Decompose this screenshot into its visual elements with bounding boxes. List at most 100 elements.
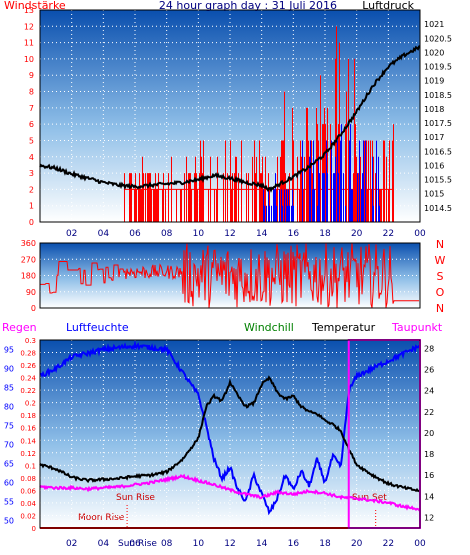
annotation-moonrise: Moon Rise <box>78 513 125 523</box>
climate-x-tick-label: 04 <box>98 539 110 549</box>
wind-x-tick-label: 14 <box>256 229 268 239</box>
annotation-sunset: Sun Set <box>352 493 387 503</box>
rain-tick-label: 0.04 <box>20 500 36 508</box>
label-regen: Regen <box>2 321 37 334</box>
rain-tick-label: 0.16 <box>20 425 36 433</box>
pressure-tick-label: 1020 <box>424 48 444 57</box>
temperature-line <box>39 375 421 493</box>
rain-tick-label: 0.08 <box>20 475 36 483</box>
temperature-tick-label: 24 <box>424 387 434 396</box>
wind-tick-label: 5 <box>29 136 34 145</box>
temperature-tick-label: 18 <box>424 450 434 459</box>
rain-tick-label: 0.26 <box>20 362 36 370</box>
wind-tick-label: 1 <box>29 202 34 211</box>
pressure-tick-label: 1016 <box>424 161 444 170</box>
compass-o: O <box>436 286 445 299</box>
direction-tick-label: 270 <box>21 255 36 264</box>
compass-n-top: N <box>436 238 444 251</box>
wind-tick-label: 9 <box>29 71 34 80</box>
direction-panel-frame <box>39 242 421 309</box>
pressure-tick-label: 1015.5 <box>424 176 452 185</box>
pressure-line <box>39 45 421 193</box>
climate-x-tick-label: 18 <box>319 539 331 549</box>
compass-n-bottom: N <box>436 302 444 315</box>
humidity-tick-label: 75 <box>4 421 14 430</box>
wind-x-tick-label: 18 <box>319 229 331 239</box>
wind-x-tick-label: 04 <box>98 229 110 239</box>
wind-average-bars <box>263 124 380 222</box>
wind-tick-label: 2 <box>29 185 34 194</box>
annotation-sunrise: Sun Rise <box>116 493 155 503</box>
rain-tick-label: 0.3 <box>25 337 36 345</box>
temperature-tick-label: 28 <box>424 344 434 353</box>
humidity-tick-label: 65 <box>4 459 14 468</box>
climate-x-tick-label: 22 <box>383 539 394 549</box>
wind-x-tick-label: 02 <box>66 229 77 239</box>
climate-x-tick-label: 06 <box>129 539 141 549</box>
axis-annotation-sunrise: Sun Rise <box>118 539 157 549</box>
chart-dynamic-layer: 0123456789101112131014.510151015.5101610… <box>4 6 452 549</box>
wind-x-tick-label: 12 <box>224 229 235 239</box>
rain-tick-label: 0.02 <box>20 512 36 520</box>
humidity-tick-label: 90 <box>4 364 14 373</box>
wind-tick-label: 0 <box>29 218 34 227</box>
pressure-tick-label: 1016.5 <box>424 147 452 156</box>
compass-w: W <box>435 254 446 267</box>
label-luftdruck: Luftdruck <box>362 0 414 12</box>
wind-tick-label: 8 <box>29 88 34 97</box>
direction-line <box>40 243 419 309</box>
climate-panel-frame <box>39 339 421 529</box>
compass-s: S <box>437 270 444 283</box>
pressure-tick-label: 1015 <box>424 190 444 199</box>
climate-x-tick-label: 10 <box>193 539 205 549</box>
wind-x-tick-label: 22 <box>383 229 394 239</box>
humidity-tick-label: 80 <box>4 402 14 411</box>
rain-tick-label: 0.28 <box>20 350 36 358</box>
wind-tick-label: 11 <box>24 39 34 48</box>
pressure-tick-label: 1017.5 <box>424 119 452 128</box>
wind-x-tick-label: 10 <box>193 229 205 239</box>
climate-x-tick-label: 12 <box>224 539 235 549</box>
rain-tick-label: 0.14 <box>20 437 36 445</box>
wind-x-tick-label: 06 <box>129 229 141 239</box>
wind-x-tick-label: 00 <box>414 229 426 239</box>
pressure-tick-label: 1018 <box>424 105 444 114</box>
humidity-tick-label: 85 <box>4 383 14 392</box>
humidity-tick-label: 95 <box>4 345 14 354</box>
label-windchill: Windchill <box>244 321 294 334</box>
humidity-tick-label: 55 <box>4 497 14 506</box>
pressure-tick-label: 1014.5 <box>424 204 452 213</box>
wind-x-tick-label: 08 <box>161 229 173 239</box>
wind-tick-label: 4 <box>29 153 34 162</box>
rain-tick-label: 0.18 <box>20 412 36 420</box>
pressure-tick-label: 1019 <box>424 77 444 86</box>
temperature-tick-label: 14 <box>424 492 434 501</box>
direction-tick-label: 90 <box>26 288 36 297</box>
humidity-tick-label: 70 <box>4 440 14 449</box>
rain-tick-label: 0.24 <box>20 375 36 383</box>
wind-tick-label: 7 <box>29 104 34 113</box>
label-temperatur: Temperatur <box>311 321 376 334</box>
label-taupunkt: Taupunkt <box>391 321 443 334</box>
climate-x-tick-label: 08 <box>161 539 173 549</box>
wind-x-tick-label: 20 <box>351 229 363 239</box>
temperature-tick-label: 16 <box>424 471 434 480</box>
pressure-tick-label: 1018.5 <box>424 91 452 100</box>
wind-tick-label: 13 <box>24 6 34 15</box>
humidity-line <box>39 339 421 516</box>
temperature-tick-label: 12 <box>424 513 434 522</box>
pressure-tick-label: 1019.5 <box>424 63 452 72</box>
dewpoint-line <box>39 473 421 512</box>
wind-tick-label: 10 <box>24 55 34 64</box>
temperature-tick-label: 26 <box>424 366 434 375</box>
rain-tick-label: 0 <box>32 525 36 533</box>
temperature-tick-label: 22 <box>424 408 434 417</box>
pressure-tick-label: 1021 <box>424 20 444 29</box>
chart-title: 24 hour graph day : 31 Juli 2016 <box>159 0 337 12</box>
rain-tick-label: 0.12 <box>20 450 36 458</box>
rain-tick-label: 0.06 <box>20 487 36 495</box>
climate-x-tick-label: 16 <box>288 539 300 549</box>
climate-x-tick-label: 02 <box>66 539 77 549</box>
rain-tick-label: 0.22 <box>20 387 36 395</box>
